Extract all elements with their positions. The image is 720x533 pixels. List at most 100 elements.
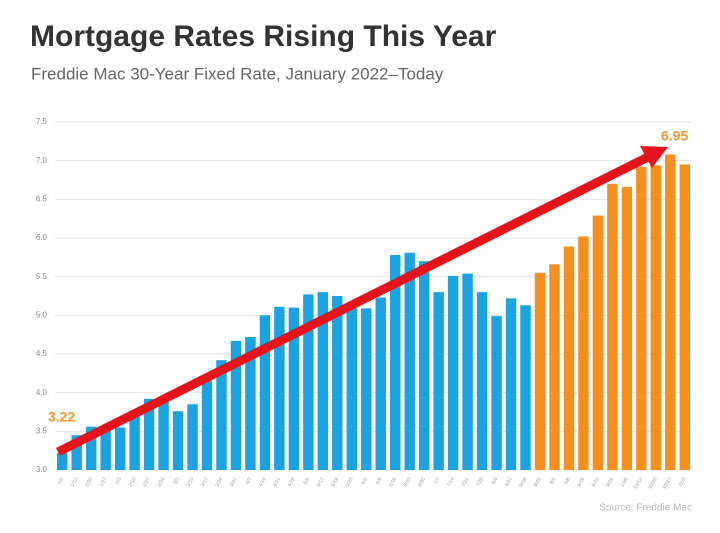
source: Source: Freddie Mac (599, 503, 692, 514)
x-tick-label: 1/13 (70, 476, 80, 488)
bar (636, 166, 647, 470)
x-tick-label: 1/27 (98, 476, 108, 488)
overlay: 3.22 6.95 (48, 128, 688, 457)
y-tick-label: 7.0 (36, 156, 48, 165)
bar (317, 292, 329, 470)
x-tick-label: 2/3 (114, 476, 123, 485)
bar (491, 316, 502, 470)
bar (201, 380, 213, 470)
data-label: 3.22 (48, 409, 75, 425)
bar (245, 336, 256, 470)
bar (433, 292, 444, 470)
bar (172, 411, 184, 470)
x-tick-label: 9/15 (576, 476, 586, 488)
bar (114, 427, 126, 470)
bar (129, 416, 140, 470)
x-tick-label: 5/26 (345, 476, 355, 488)
y-tick-label: 6.5 (36, 194, 48, 203)
x-tick-label: 3/24 (214, 476, 224, 488)
bar (650, 165, 662, 470)
x-tick-label: 3/31 (229, 476, 239, 488)
bar (361, 308, 372, 470)
x-tick-label: 3/10 (185, 476, 195, 488)
bar (592, 215, 604, 470)
x-tick-label: 7/21 (460, 476, 470, 488)
trend-arrow (55, 150, 655, 457)
x-tick-label: 6/9 (375, 476, 384, 485)
x-tick-label: 9/1 (549, 476, 558, 485)
bar (404, 252, 415, 470)
x-tick-label: 5/19 (330, 476, 340, 488)
chart-subtitle: Freddie Mac 30-Year Fixed Rate, January … (31, 64, 444, 83)
bar (679, 164, 690, 471)
x-tick-label: 5/12 (316, 476, 326, 488)
x-tick-label: 11/3 (678, 476, 688, 487)
x-tick-label: 9/8 (563, 476, 572, 485)
data-label: 6.95 (661, 128, 688, 144)
x-tick-label: 8/18 (518, 476, 528, 488)
chart-title: Mortgage Rates Rising This Year (30, 20, 497, 53)
bar (288, 307, 300, 470)
x-tick-label: 2/17 (142, 476, 152, 488)
bar (259, 315, 271, 470)
bar (143, 398, 155, 470)
bar (158, 401, 169, 470)
bar (332, 296, 343, 470)
bar (563, 246, 575, 470)
x-tick-label: 6/16 (388, 476, 398, 488)
x-tick-label: 4/14 (258, 476, 268, 488)
bar (216, 360, 227, 470)
x-tick-label: 9/22 (591, 476, 601, 488)
bar (375, 297, 386, 470)
x-tick-label: 5/5 (303, 476, 312, 485)
bar (549, 264, 560, 470)
x-tick-label: 2/10 (127, 476, 137, 488)
bar (100, 427, 111, 470)
y-tick-label: 3.5 (36, 426, 48, 435)
bar (274, 306, 285, 470)
y-tick-label: 6.0 (36, 233, 48, 242)
arrow-head (640, 146, 668, 168)
y-tick-label: 3.0 (36, 465, 48, 474)
x-tick-label: 9/29 (605, 476, 615, 488)
bar (476, 292, 488, 470)
x-tick-label: 6/30 (417, 476, 427, 488)
x-tick-label: 10/27 (662, 476, 674, 490)
x-tick-label: 10/6 (620, 476, 630, 488)
bar (85, 426, 97, 470)
bar (303, 294, 314, 470)
x-tick-label: 6/2 (360, 476, 369, 485)
x-tick-label: 2/24 (156, 476, 166, 488)
y-tick-label: 4.0 (36, 388, 48, 397)
bar (346, 307, 357, 470)
bar (462, 273, 473, 470)
bar (230, 340, 242, 470)
x-tick-label: 6/23 (403, 476, 413, 488)
x-tick-label: 8/11 (504, 476, 514, 487)
x-tick-label: 7/28 (475, 476, 485, 488)
y-tick-label: 7.5 (36, 117, 48, 126)
bar (505, 298, 517, 470)
x-tick-label: 10/13 (633, 476, 645, 490)
y-tick-label: 5.0 (36, 310, 48, 319)
x-tick-label: 4/28 (287, 476, 297, 488)
bar (57, 452, 68, 470)
bar (665, 154, 676, 471)
bar (418, 261, 430, 470)
y-tick-label: 4.5 (36, 349, 48, 358)
bar (607, 183, 618, 470)
x-tick-label: 1/20 (84, 476, 94, 488)
x-tick-label: 8/25 (533, 476, 543, 488)
bar (390, 255, 401, 470)
bar (534, 272, 546, 470)
bar (621, 186, 633, 470)
plot: 3.0 3.5 4.0 4.5 5.0 5.5 6.0 6.5 7.0 7.5 1/6 1/13 1/2… (36, 117, 692, 491)
bar (578, 236, 589, 470)
x-tick-label: 8/4 (491, 476, 500, 485)
bar (71, 435, 82, 470)
x-tick-label: 4/7 (245, 476, 254, 485)
x-tick-label: 7/14 (446, 476, 456, 488)
x-tick-label: 3/17 (200, 476, 210, 488)
x-tick-label: 10/20 (647, 476, 659, 490)
